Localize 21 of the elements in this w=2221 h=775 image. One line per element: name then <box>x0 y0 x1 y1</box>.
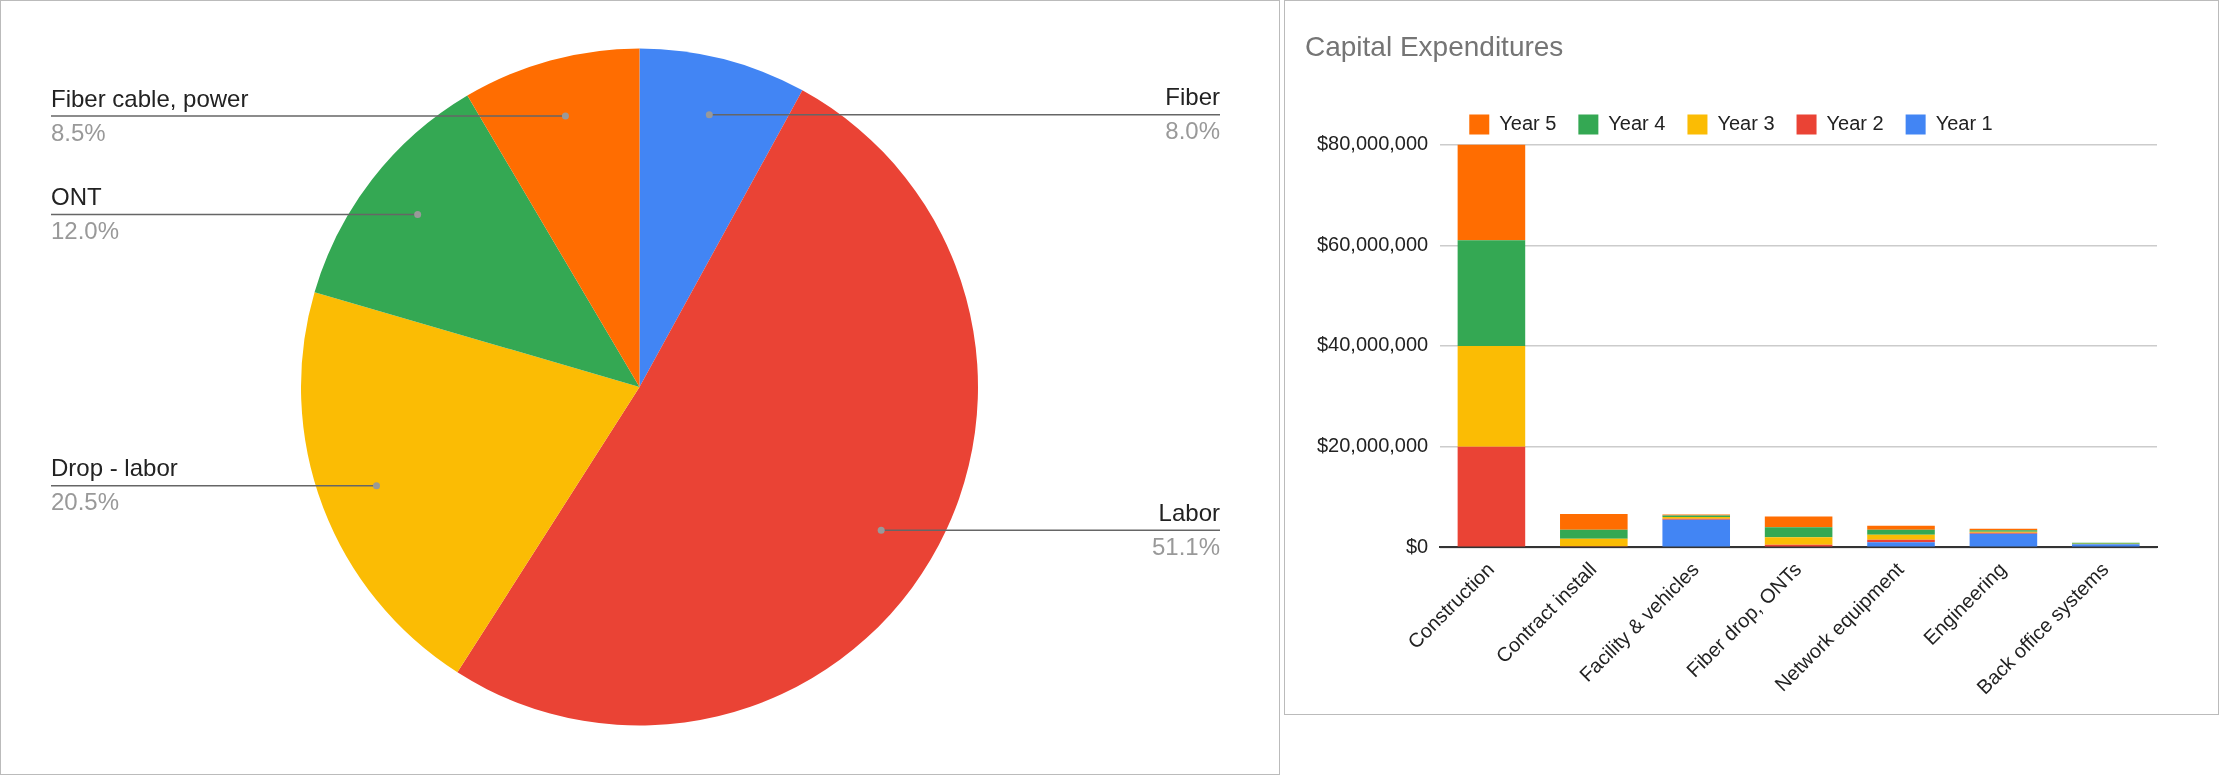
y-tick-label: $80,000,000 <box>1316 132 1429 155</box>
slice-label: Drop - labor <box>51 454 178 482</box>
legend-label: Year 4 <box>1608 112 1666 135</box>
legend-label: Year 2 <box>1826 112 1884 135</box>
data-label: 8.0% <box>1165 117 1220 145</box>
y-tick-label: $20,000,000 <box>1316 434 1429 457</box>
slice-label: Fiber cable, power <box>51 84 249 112</box>
legend-label: Year 1 <box>1935 112 1993 135</box>
slice-label: Fiber <box>1165 83 1220 111</box>
slice-label: Labor <box>1158 498 1220 526</box>
legend-label: Year 3 <box>1717 112 1775 135</box>
data-label: 12.0% <box>51 217 120 245</box>
data-label: 8.5% <box>51 118 106 146</box>
data-label: 20.5% <box>51 488 120 516</box>
y-tick-label: $60,000,000 <box>1316 232 1429 255</box>
chart-title: Capital Expenditures <box>1305 30 1564 62</box>
legend-label: Year 5 <box>1499 112 1557 135</box>
slice-label: ONT <box>51 183 102 211</box>
y-tick-label: $40,000,000 <box>1316 333 1429 356</box>
y-tick-label: $0 <box>1405 534 1429 557</box>
data-label: 51.1% <box>1151 532 1220 560</box>
